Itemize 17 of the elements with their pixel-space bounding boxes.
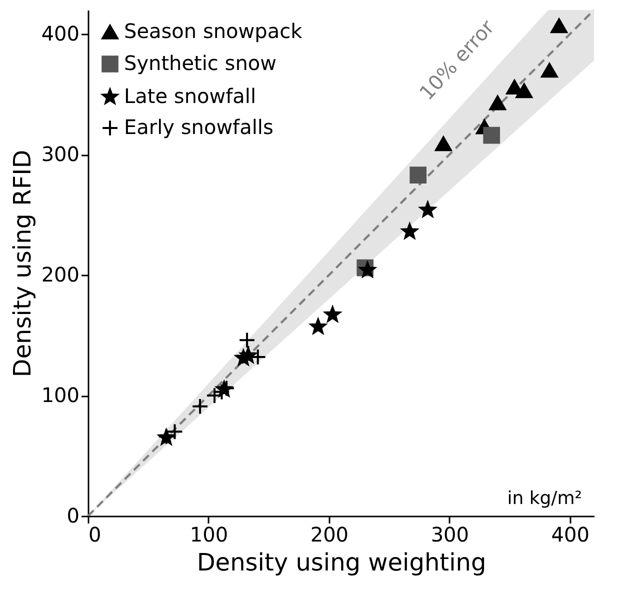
y-tick-label: 400 — [41, 22, 80, 46]
y-tick-label: 100 — [41, 383, 80, 408]
x-tick-label: 300 — [430, 522, 470, 546]
annotation: in kg/m² — [507, 488, 582, 509]
legend-label: Late snowfall — [124, 84, 256, 108]
legend-label: Synthetic snow — [124, 51, 276, 75]
x-tick-label: 200 — [310, 522, 349, 546]
legend-label: Early snowfalls — [124, 115, 274, 139]
y-tick-label: 200 — [41, 262, 80, 287]
y-tick-label: 300 — [41, 142, 80, 166]
y-axis-title: Density using RFID — [8, 150, 36, 378]
x-tick-label: 100 — [190, 522, 228, 546]
legend-label: Season snowpack — [124, 19, 303, 43]
x-axis-title: Density using weighting — [196, 548, 486, 576]
y-tick-label: 0 — [66, 504, 80, 528]
x-tick-label: 400 — [551, 522, 590, 546]
x-tick-label: 0 — [88, 522, 102, 546]
